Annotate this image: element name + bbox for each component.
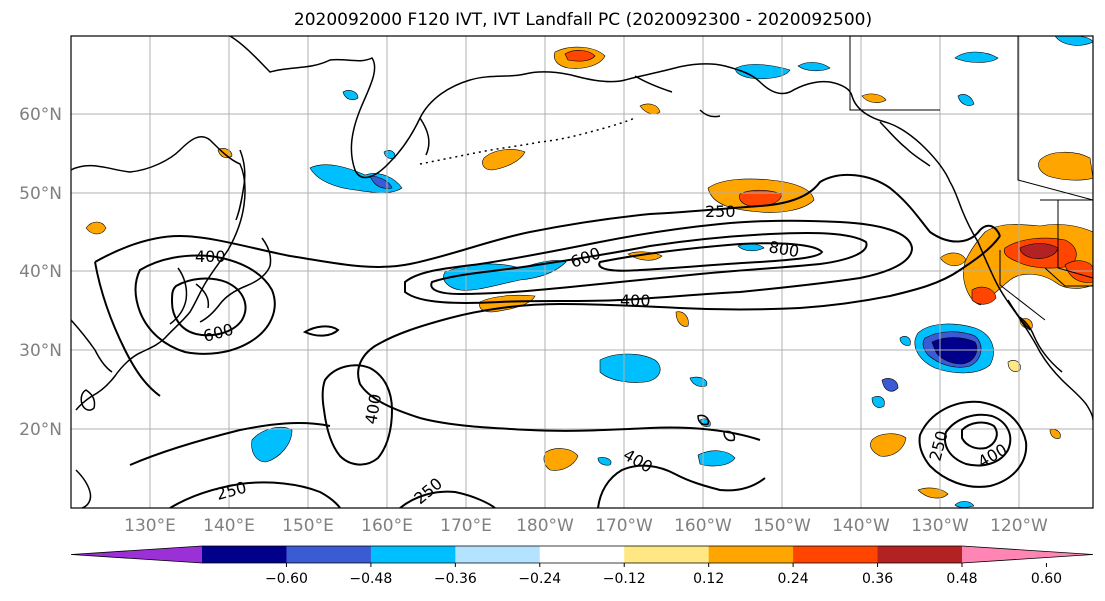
lat-tick-labels: 60°N 50°N 40°N 30°N 20°N xyxy=(19,105,62,440)
colorbar-bin xyxy=(286,546,372,563)
lon-tick: 170°E xyxy=(440,516,492,536)
contour-label: 400 xyxy=(620,291,651,310)
contour-400-jet xyxy=(404,219,914,304)
colorbar-tick-label: 0.12 xyxy=(693,571,724,587)
colorbar-tick-label: 0.60 xyxy=(1031,571,1062,587)
colorbar-tick-label: 0.24 xyxy=(778,571,809,587)
colorbar-bin xyxy=(539,546,625,563)
contour-label: 400 xyxy=(195,247,226,266)
contour-subtrop-250 xyxy=(918,400,1028,488)
colorbar-tick-label: −0.48 xyxy=(349,571,392,587)
lon-tick: 160°E xyxy=(361,516,413,536)
colorbar-bin xyxy=(708,546,794,563)
lon-tick: 140°W xyxy=(832,516,890,536)
lat-tick: 30°N xyxy=(19,341,62,361)
colorbar-extend-low xyxy=(71,546,202,563)
ivt-contours xyxy=(94,173,1028,508)
lon-tick: 120°W xyxy=(990,516,1048,536)
colorbar-bin xyxy=(877,546,963,563)
lon-tick: 130°W xyxy=(911,516,969,536)
colorbar-tick-label: −0.24 xyxy=(518,571,561,587)
lon-tick: 150°E xyxy=(282,516,334,536)
map-panel: 400 600 600 400 250 800 400 400 250 250 … xyxy=(71,36,1093,508)
colorbar-tick-label: 0.48 xyxy=(946,571,977,587)
lat-tick: 50°N xyxy=(19,184,62,204)
lon-tick: 140°E xyxy=(203,516,255,536)
colorbar-bin xyxy=(624,546,710,563)
lon-tick: 180°W xyxy=(516,516,574,536)
contour-800-jet xyxy=(598,242,824,272)
colorbar-outline xyxy=(70,545,1094,564)
colorbar-extend-high xyxy=(962,546,1093,563)
colorbar-tick-label: −0.60 xyxy=(265,571,308,587)
colorbar-bin xyxy=(455,546,541,563)
shade-neg-jetentry xyxy=(443,260,567,291)
map-title: 2020092000 F120 IVT, IVT Landfall PC (20… xyxy=(294,10,872,30)
contour-250-jet xyxy=(94,173,1001,268)
colorbar-tick-label: −0.36 xyxy=(434,571,477,587)
colorbar-tick-label: −0.12 xyxy=(603,571,646,587)
lon-tick: 160°W xyxy=(674,516,732,536)
colorbar: −0.60 −0.48 −0.36 −0.24 −0.12 0.12 0.24 0.36 0.4… xyxy=(70,545,1094,587)
lon-tick: 170°W xyxy=(595,516,653,536)
colorbar-bin xyxy=(793,546,879,563)
lat-tick: 60°N xyxy=(19,105,62,125)
map-border xyxy=(70,35,1094,509)
lon-tick-labels: 130°E 140°E 150°E 160°E 170°E 180°W 170°… xyxy=(124,516,1048,536)
lon-tick: 150°W xyxy=(753,516,811,536)
colorbar-tick-label: 0.36 xyxy=(862,571,893,587)
colorbar-bin xyxy=(370,546,456,563)
lat-tick: 40°N xyxy=(19,262,62,282)
coastlines xyxy=(71,36,1093,508)
lon-tick: 130°E xyxy=(124,516,176,536)
contour-600-jet xyxy=(430,231,868,296)
colorbar-bin xyxy=(202,546,287,563)
contour-label: 250 xyxy=(705,202,736,221)
lat-tick: 20°N xyxy=(19,420,62,440)
